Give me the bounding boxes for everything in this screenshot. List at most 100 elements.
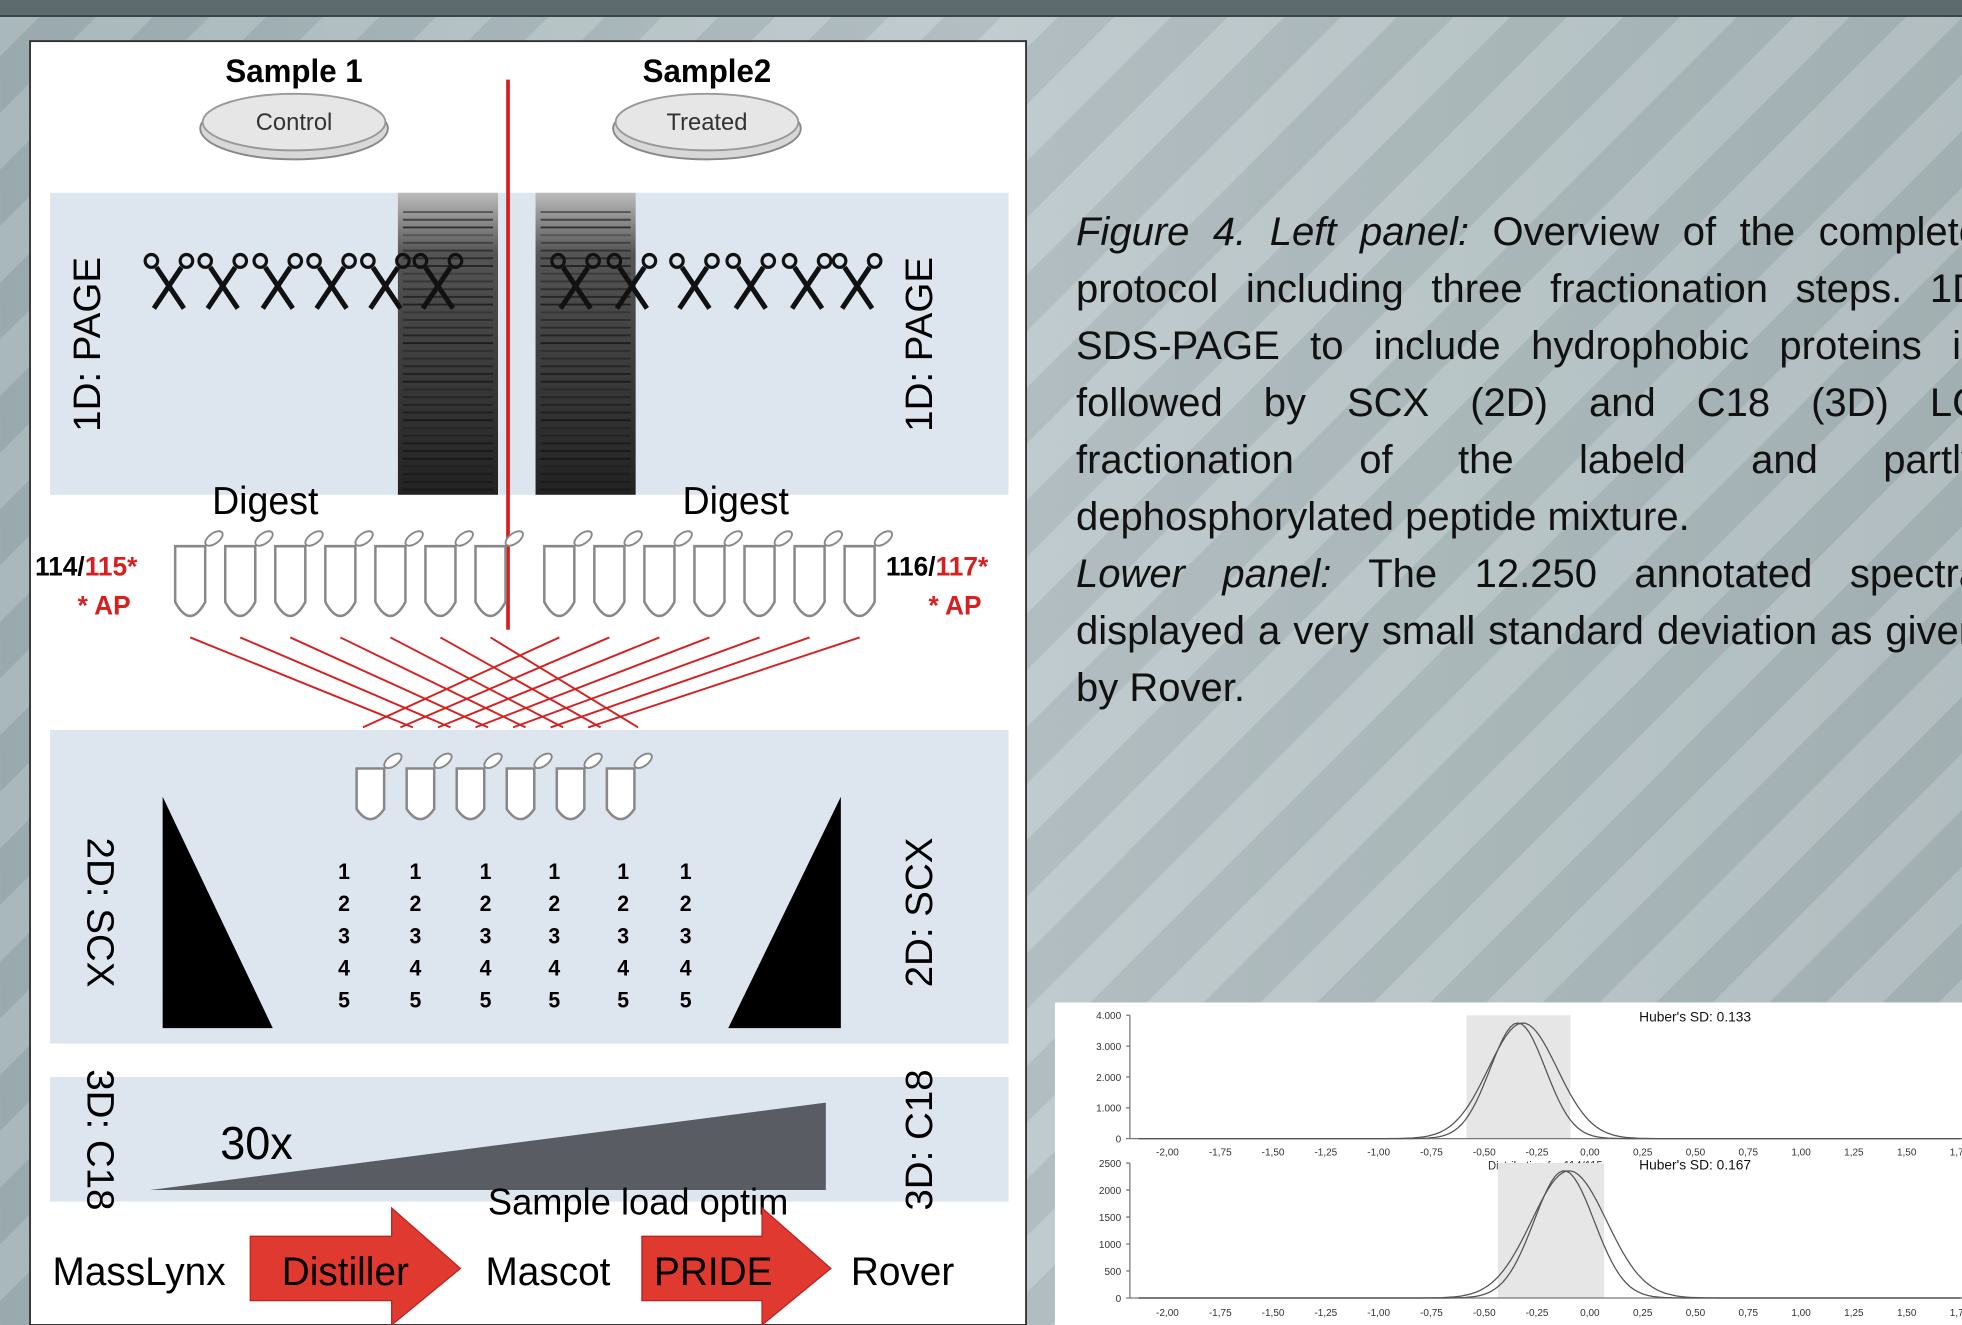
page-label: 1D: PAGE xyxy=(900,257,941,432)
fraction-number: 3 xyxy=(680,923,692,948)
caption-figure-label: Figure 4. xyxy=(1076,210,1246,254)
fraction-number: 2 xyxy=(680,891,692,916)
fraction-number: 1 xyxy=(338,859,350,884)
fraction-number: 5 xyxy=(338,987,350,1012)
x-tick-label: 1,75 xyxy=(1950,1308,1962,1319)
caption-lower: Lower panel: The 12.250 annotated spectr… xyxy=(1076,546,1962,717)
pipeline-step: Distiller xyxy=(282,1250,409,1295)
page-label: 1D: PAGE xyxy=(68,257,109,432)
tube xyxy=(357,769,385,820)
x-tick-label: -0,50 xyxy=(1473,1147,1496,1158)
tube xyxy=(557,769,585,820)
y-tick-label: 3.000 xyxy=(1096,1042,1121,1053)
x-tick-label: -1,75 xyxy=(1209,1308,1232,1319)
pipeline-step: Mascot xyxy=(485,1250,610,1295)
tag-label: 114/115* xyxy=(35,551,138,581)
fraction-number: 5 xyxy=(617,987,629,1012)
x-tick-label: 1,25 xyxy=(1844,1147,1864,1158)
fraction-number: 4 xyxy=(338,955,350,980)
caption-lower-label: Lower panel: xyxy=(1076,552,1331,596)
scx-label: 2D: SCX xyxy=(900,838,941,988)
fraction-number: 5 xyxy=(410,987,422,1012)
tube xyxy=(795,546,825,616)
y-tick-label: 0 xyxy=(1116,1134,1122,1145)
tag-label: 116/117* xyxy=(886,551,989,581)
tube xyxy=(425,546,455,616)
x-tick-label: -0,75 xyxy=(1420,1308,1443,1319)
tube xyxy=(375,546,405,616)
tube xyxy=(175,546,205,616)
y-tick-label: 2.000 xyxy=(1096,1073,1121,1084)
scx-label: 2D: SCX xyxy=(79,838,120,988)
pipeline-step: Rover xyxy=(851,1250,954,1295)
tube xyxy=(457,769,485,820)
fraction-number: 1 xyxy=(480,859,492,884)
x-tick-label: -0,25 xyxy=(1526,1147,1549,1158)
fraction-number: 4 xyxy=(410,955,422,980)
tube xyxy=(475,546,505,616)
lower-panel: 4.000 3.000 2.000 1.000 0 -2,00 -1,75 -1,50 -1,2… xyxy=(1055,1002,1962,1325)
x-tick-label: 0,75 xyxy=(1739,1308,1759,1319)
fraction-number: 2 xyxy=(338,891,350,916)
x-tick-label: -2,00 xyxy=(1156,1308,1179,1319)
y-tick-label: 2500 xyxy=(1099,1159,1122,1170)
page: {"left_panel": { "samples": [{"title": "… xyxy=(0,0,1962,1325)
x-tick-label: 1,75 xyxy=(1950,1147,1962,1158)
figure-caption: Figure 4. Left panel: Overview of the co… xyxy=(1076,204,1962,717)
x-tick-label: 1,00 xyxy=(1791,1308,1811,1319)
sample-title: Sample2 xyxy=(643,53,772,89)
x-tick-label: 1,00 xyxy=(1791,1147,1811,1158)
x-tick-label: -0,25 xyxy=(1526,1308,1549,1319)
x-tick-label: -1,00 xyxy=(1367,1147,1390,1158)
fraction-number: 3 xyxy=(410,923,422,948)
caption-left-label: Left panel: xyxy=(1270,210,1469,254)
tube xyxy=(745,546,775,616)
tag-prefix: 116/ xyxy=(886,551,936,581)
x-tick-label: 1,25 xyxy=(1844,1308,1864,1319)
x-tick-label: 1,50 xyxy=(1897,1147,1917,1158)
x-tick-label: -0,50 xyxy=(1473,1308,1496,1319)
y-tick-label: 500 xyxy=(1104,1267,1121,1278)
y-tick-label: 1.000 xyxy=(1096,1104,1121,1115)
fraction-number: 4 xyxy=(548,955,560,980)
y-tick-label: 1000 xyxy=(1099,1240,1122,1251)
fraction-number: 3 xyxy=(338,923,350,948)
c18-label: 3D: C18 xyxy=(79,1069,120,1210)
x-tick-label: 0,25 xyxy=(1633,1308,1653,1319)
fraction-number: 3 xyxy=(480,923,492,948)
tube xyxy=(644,546,674,616)
fraction-number: 5 xyxy=(480,987,492,1012)
load-label: Sample load optim xyxy=(488,1181,788,1223)
sd-label: Huber's SD: 0.167 xyxy=(1639,1156,1751,1172)
x-tick-label: -1,50 xyxy=(1262,1308,1285,1319)
pipeline-step: MassLynx xyxy=(53,1250,226,1295)
tag-labelled: 117* xyxy=(936,551,989,581)
x-tick-label: 1,50 xyxy=(1897,1308,1917,1319)
y-tick-label: 4.000 xyxy=(1096,1011,1121,1022)
fraction-number: 2 xyxy=(480,891,492,916)
sd-band xyxy=(1466,1015,1570,1138)
pipeline-step: PRIDE xyxy=(654,1250,772,1295)
tube xyxy=(544,546,574,616)
tube xyxy=(845,546,875,616)
tube xyxy=(225,546,255,616)
ap-label: * AP xyxy=(928,590,981,620)
x-tick-label: -1,75 xyxy=(1209,1147,1232,1158)
fraction-number: 5 xyxy=(680,987,692,1012)
digest-label: Digest xyxy=(683,481,790,524)
fraction-number: 4 xyxy=(617,955,629,980)
fraction-number: 4 xyxy=(480,955,492,980)
y-tick-label: 1500 xyxy=(1099,1213,1122,1224)
x-tick-label: -1,50 xyxy=(1262,1147,1285,1158)
sample-label: Control xyxy=(256,109,333,136)
fraction-number: 1 xyxy=(617,859,629,884)
tube xyxy=(594,546,624,616)
y-tick-label: 0 xyxy=(1116,1294,1122,1305)
fraction-number: 4 xyxy=(680,955,692,980)
x-tick-label: -1,25 xyxy=(1314,1308,1337,1319)
x-tick-label: -1,00 xyxy=(1367,1308,1390,1319)
fraction-number: 2 xyxy=(548,891,560,916)
tube xyxy=(407,769,435,820)
fraction-number: 1 xyxy=(548,859,560,884)
x-tick-label: 0,00 xyxy=(1580,1147,1600,1158)
